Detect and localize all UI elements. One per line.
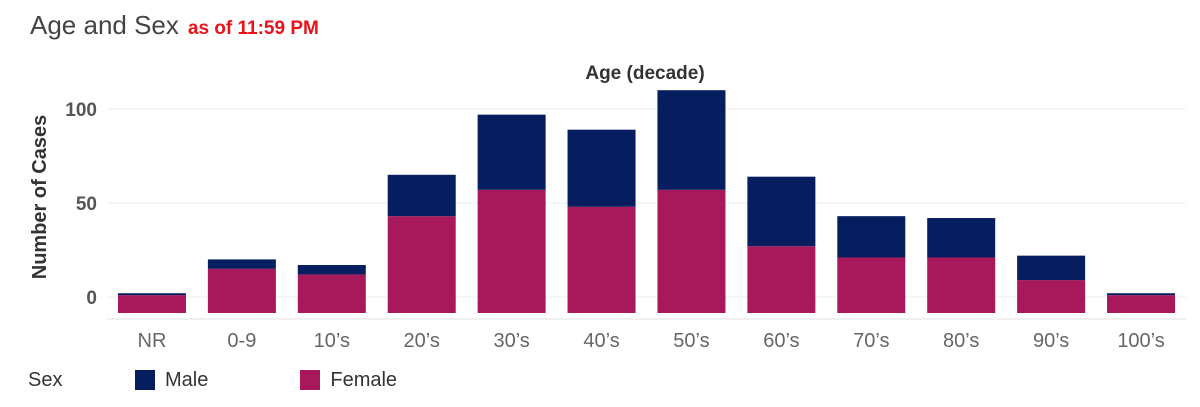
chart-title: Age and Sex bbox=[30, 10, 179, 40]
legend-label-female: Female bbox=[330, 368, 398, 391]
legend-item-female[interactable]: Female bbox=[300, 369, 397, 392]
bar-female-0[interactable] bbox=[117, 295, 186, 313]
bar-female-5[interactable] bbox=[567, 206, 636, 313]
bar-male-1[interactable] bbox=[207, 259, 276, 269]
x-tick-label: 40’s bbox=[583, 330, 619, 352]
bar-male-9[interactable] bbox=[927, 218, 996, 258]
legend-label-male: Male bbox=[165, 368, 209, 391]
bar-male-5[interactable] bbox=[567, 129, 636, 207]
legend-item-male[interactable]: Male bbox=[135, 369, 208, 392]
bar-male-7[interactable] bbox=[747, 176, 816, 247]
bar-female-11[interactable] bbox=[1107, 295, 1176, 313]
bar-male-11[interactable] bbox=[1107, 293, 1176, 296]
x-axis-label: Age (decade) bbox=[585, 63, 704, 84]
x-tick-label: 20’s bbox=[404, 330, 440, 352]
title-row: Age and Sex as of 11:59 PM bbox=[30, 10, 319, 46]
bar-female-1[interactable] bbox=[207, 268, 276, 313]
bar-female-4[interactable] bbox=[477, 189, 546, 313]
bar-male-8[interactable] bbox=[837, 216, 906, 258]
bar-female-8[interactable] bbox=[837, 257, 906, 313]
x-tick-label: 100’s bbox=[1117, 330, 1164, 352]
x-tick-label: 60’s bbox=[763, 330, 799, 352]
bar-male-2[interactable] bbox=[297, 265, 366, 275]
bar-female-10[interactable] bbox=[1017, 280, 1086, 313]
bar-female-9[interactable] bbox=[927, 257, 996, 313]
x-tick-label: 90’s bbox=[1033, 330, 1069, 352]
x-axis-tick-labels: NR 0-9 10’s 20’s 30’s 40’s 50’s 60’s 70’s 80’s 90’… bbox=[138, 330, 1165, 352]
legend-title: Sex bbox=[28, 368, 63, 391]
bar-male-4[interactable] bbox=[477, 114, 546, 190]
bar-male-10[interactable] bbox=[1017, 255, 1086, 281]
legend-swatch-male bbox=[135, 370, 155, 390]
y-tick-label: 50 bbox=[76, 194, 97, 215]
x-tick-label: 0-9 bbox=[227, 330, 256, 352]
legend: Sex Male Female bbox=[28, 367, 489, 393]
x-tick-label: 10’s bbox=[314, 330, 350, 352]
chart-subtitle: as of 11:59 PM bbox=[187, 18, 319, 39]
bar-male-3[interactable] bbox=[387, 174, 456, 217]
bar-male-0[interactable] bbox=[117, 293, 186, 296]
bar-male-6[interactable] bbox=[657, 90, 726, 190]
legend-swatch-female bbox=[300, 370, 321, 390]
x-tick-label: NR bbox=[138, 330, 167, 352]
x-tick-label: 50’s bbox=[673, 330, 709, 352]
bar-female-6[interactable] bbox=[657, 189, 726, 313]
x-tick-label: 80’s bbox=[943, 330, 979, 352]
y-axis-tick-labels: 0 50 100 bbox=[65, 100, 97, 309]
x-tick-label: 30’s bbox=[493, 330, 529, 352]
x-tick-label: 70’s bbox=[853, 330, 889, 352]
y-tick-label: 100 bbox=[65, 100, 97, 121]
bar-female-3[interactable] bbox=[387, 216, 456, 313]
bar-female-7[interactable] bbox=[747, 246, 816, 313]
gridlines bbox=[107, 108, 1186, 298]
y-axis-label: Number of Cases bbox=[29, 115, 51, 280]
bars bbox=[117, 90, 1176, 313]
bar-female-2[interactable] bbox=[297, 274, 366, 313]
y-tick-label: 0 bbox=[86, 288, 97, 309]
